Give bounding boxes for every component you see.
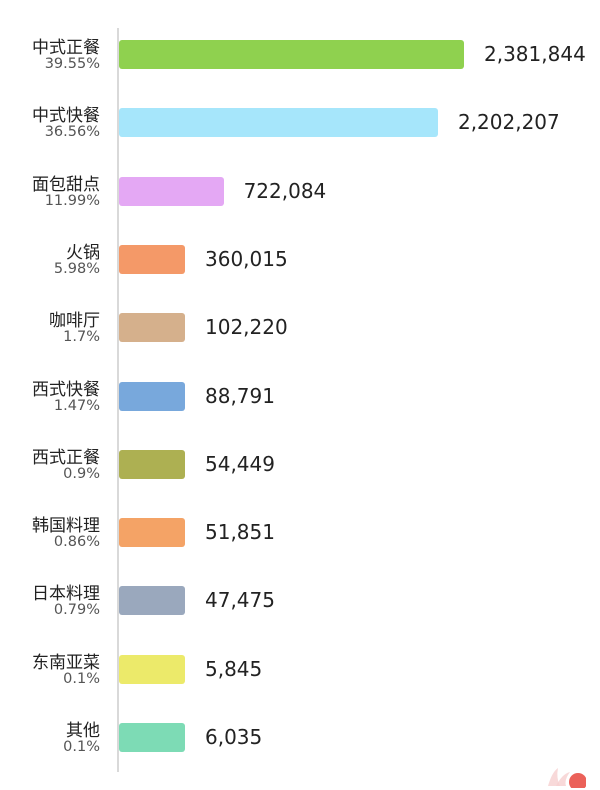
- bar: [119, 313, 185, 343]
- chart-row: 咖啡厅 1.7% 102,220: [0, 303, 600, 371]
- category-label: 韩国料理: [32, 516, 100, 537]
- chart-row: 东南亚菜 0.1% 5,845: [0, 645, 600, 713]
- bar: [119, 381, 185, 411]
- category-label: 火锅: [66, 242, 100, 263]
- chart-row: 面包甜点 11.99% 722,084: [0, 167, 600, 235]
- value-label: 47,475: [205, 588, 275, 613]
- chart-row: 韩国料理 0.86% 51,851: [0, 508, 600, 576]
- percent-label: 0.9%: [63, 465, 100, 482]
- bar: [119, 723, 185, 752]
- category-label: 面包甜点: [32, 174, 100, 195]
- bar: [119, 176, 224, 206]
- category-label: 其他: [66, 721, 100, 741]
- value-label: 360,015: [205, 246, 288, 271]
- value-label: 51,851: [205, 520, 275, 545]
- chart-row: 西式正餐 0.9% 54,449: [0, 440, 600, 508]
- category-label: 东南亚菜: [32, 652, 100, 673]
- category-label: 西式快餐: [32, 379, 100, 400]
- percent-label: 5.98%: [53, 260, 100, 277]
- value-label: 722,084: [243, 178, 327, 203]
- watermark-logo-icon: [548, 768, 586, 788]
- chart-row: 其他 0.1% 6,035: [0, 713, 600, 781]
- chart-row: 西式快餐 1.47% 88,791: [0, 372, 600, 440]
- category-label: 西式正餐: [32, 447, 100, 468]
- percent-label: 0.1%: [63, 670, 100, 687]
- category-label: 日本料理: [32, 584, 100, 605]
- bar: [119, 449, 185, 479]
- value-label: 2,381,844: [484, 42, 586, 66]
- chart-row: 中式快餐 36.56% 2,202,207: [0, 98, 600, 166]
- percent-label: 0.1%: [63, 739, 100, 755]
- percent-label: 11.99%: [44, 192, 100, 209]
- category-label: 中式正餐: [32, 38, 100, 58]
- chart-row: 中式正餐 39.55% 2,381,844: [0, 30, 600, 98]
- value-label: 88,791: [205, 383, 275, 408]
- category-label: 中式快餐: [32, 106, 100, 127]
- value-label: 2,202,207: [457, 110, 560, 135]
- chart-row: 火锅 5.98% 360,015: [0, 235, 600, 303]
- bar: [119, 518, 185, 548]
- value-label: 5,845: [205, 656, 263, 681]
- bar: [119, 108, 438, 138]
- bar: [119, 40, 464, 69]
- bar: [119, 586, 185, 616]
- value-label: 102,220: [205, 315, 288, 340]
- percent-label: 0.86%: [53, 534, 100, 551]
- value-label: 54,449: [205, 451, 275, 476]
- bar: [119, 244, 185, 274]
- percent-label: 1.47%: [53, 397, 100, 414]
- percent-label: 0.79%: [53, 602, 100, 619]
- category-label: 咖啡厅: [49, 311, 100, 332]
- percent-label: 39.55%: [44, 56, 100, 72]
- percent-label: 1.7%: [63, 329, 100, 346]
- value-label: 6,035: [205, 725, 263, 749]
- bar: [119, 654, 185, 684]
- percent-label: 36.56%: [44, 124, 100, 141]
- chart-row: 日本料理 0.79% 47,475: [0, 576, 600, 644]
- category-axis-line: [117, 28, 119, 772]
